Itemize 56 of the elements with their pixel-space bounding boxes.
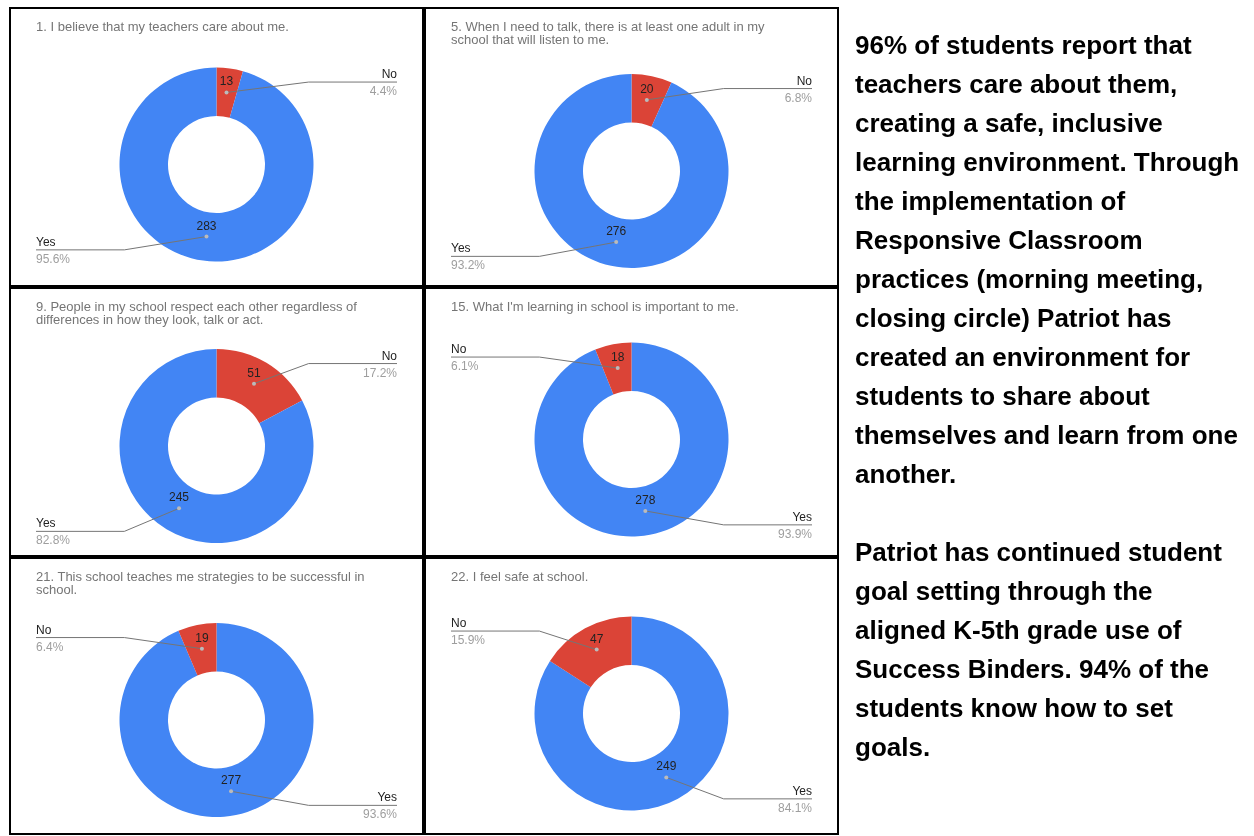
- donut-slice: [631, 74, 672, 127]
- donut-slice: [119, 623, 314, 817]
- data-label: 20: [640, 81, 654, 96]
- chart-title: 22. I feel safe at school.: [451, 569, 589, 584]
- text: 93.9%: [777, 526, 813, 541]
- data-label: 278: [635, 492, 656, 507]
- data-label: 47: [590, 631, 604, 646]
- donut-slice: [595, 342, 632, 395]
- slice-label: Yes: [36, 516, 56, 531]
- chart-title: 9. People in my school respect each other regardless of differences in how they look, talk or act.: [36, 299, 358, 327]
- slice-label: No: [451, 342, 467, 357]
- slice-label: Yes: [36, 234, 56, 249]
- data-label: 276: [606, 224, 627, 239]
- text: 15.9%: [451, 633, 486, 648]
- slice-label: No: [381, 67, 398, 82]
- text: 95.6%: [36, 251, 71, 266]
- donut-slice: [216, 349, 303, 424]
- slice-label: No: [796, 73, 813, 88]
- text: 6.8%: [784, 90, 813, 105]
- chart-title: 15. What I'm learning in school is important to me.: [451, 299, 739, 314]
- donut-slice: [216, 67, 243, 118]
- text: 93.6%: [362, 807, 398, 822]
- chart-title: 1. I believe that my teachers care about me.: [36, 19, 289, 34]
- donut-slice: [550, 616, 632, 688]
- slice-label: Yes: [792, 509, 812, 524]
- chart-title: 5. When I need to talk, there is at least one adult in my school that will listen to me.: [451, 19, 766, 47]
- data-label: 277: [221, 773, 242, 788]
- donut-slice: [178, 623, 217, 676]
- chart-title: 21. This school teaches me strategies to be successful in school.: [36, 569, 365, 597]
- text: 6.4%: [36, 639, 64, 654]
- text: Patriot has continued student goal setting through the aligned K-5th grade use of Success Binders. 94% of the students know how to set goals.: [855, 536, 1223, 764]
- data-label: 18: [611, 350, 625, 365]
- data-label: 249: [656, 759, 677, 774]
- data-label: 19: [195, 630, 209, 645]
- data-label: 283: [196, 218, 217, 233]
- text: 82.8%: [36, 533, 71, 548]
- donut-slice: [534, 616, 729, 811]
- text: 17.2%: [362, 365, 398, 380]
- text: 93.2%: [451, 258, 486, 273]
- slice-label: No: [36, 622, 52, 637]
- slice-label: Yes: [792, 783, 812, 798]
- text: 4.4%: [369, 84, 398, 99]
- donut-slice: [119, 67, 314, 262]
- data-label: 13: [219, 74, 234, 89]
- text: 96% of students report that teachers care about them, creating a safe, inclusive learning environment. Through the implementation of Responsive Classroom practices (morning meeting, closing circle) Patriot has created an environment for students to share about themselves and learn from one another.: [855, 30, 1240, 489]
- text: 6.1%: [451, 359, 479, 374]
- donut-slice: [119, 349, 314, 543]
- donut-slice: [534, 342, 729, 537]
- data-label: 245: [169, 490, 190, 505]
- slice-label: Yes: [451, 241, 471, 256]
- data-label: 51: [247, 365, 261, 380]
- slice-label: No: [381, 348, 398, 363]
- text: 84.1%: [777, 800, 813, 815]
- slice-label: No: [451, 616, 467, 631]
- donut-slice: [534, 74, 729, 268]
- slice-label: Yes: [377, 790, 397, 805]
